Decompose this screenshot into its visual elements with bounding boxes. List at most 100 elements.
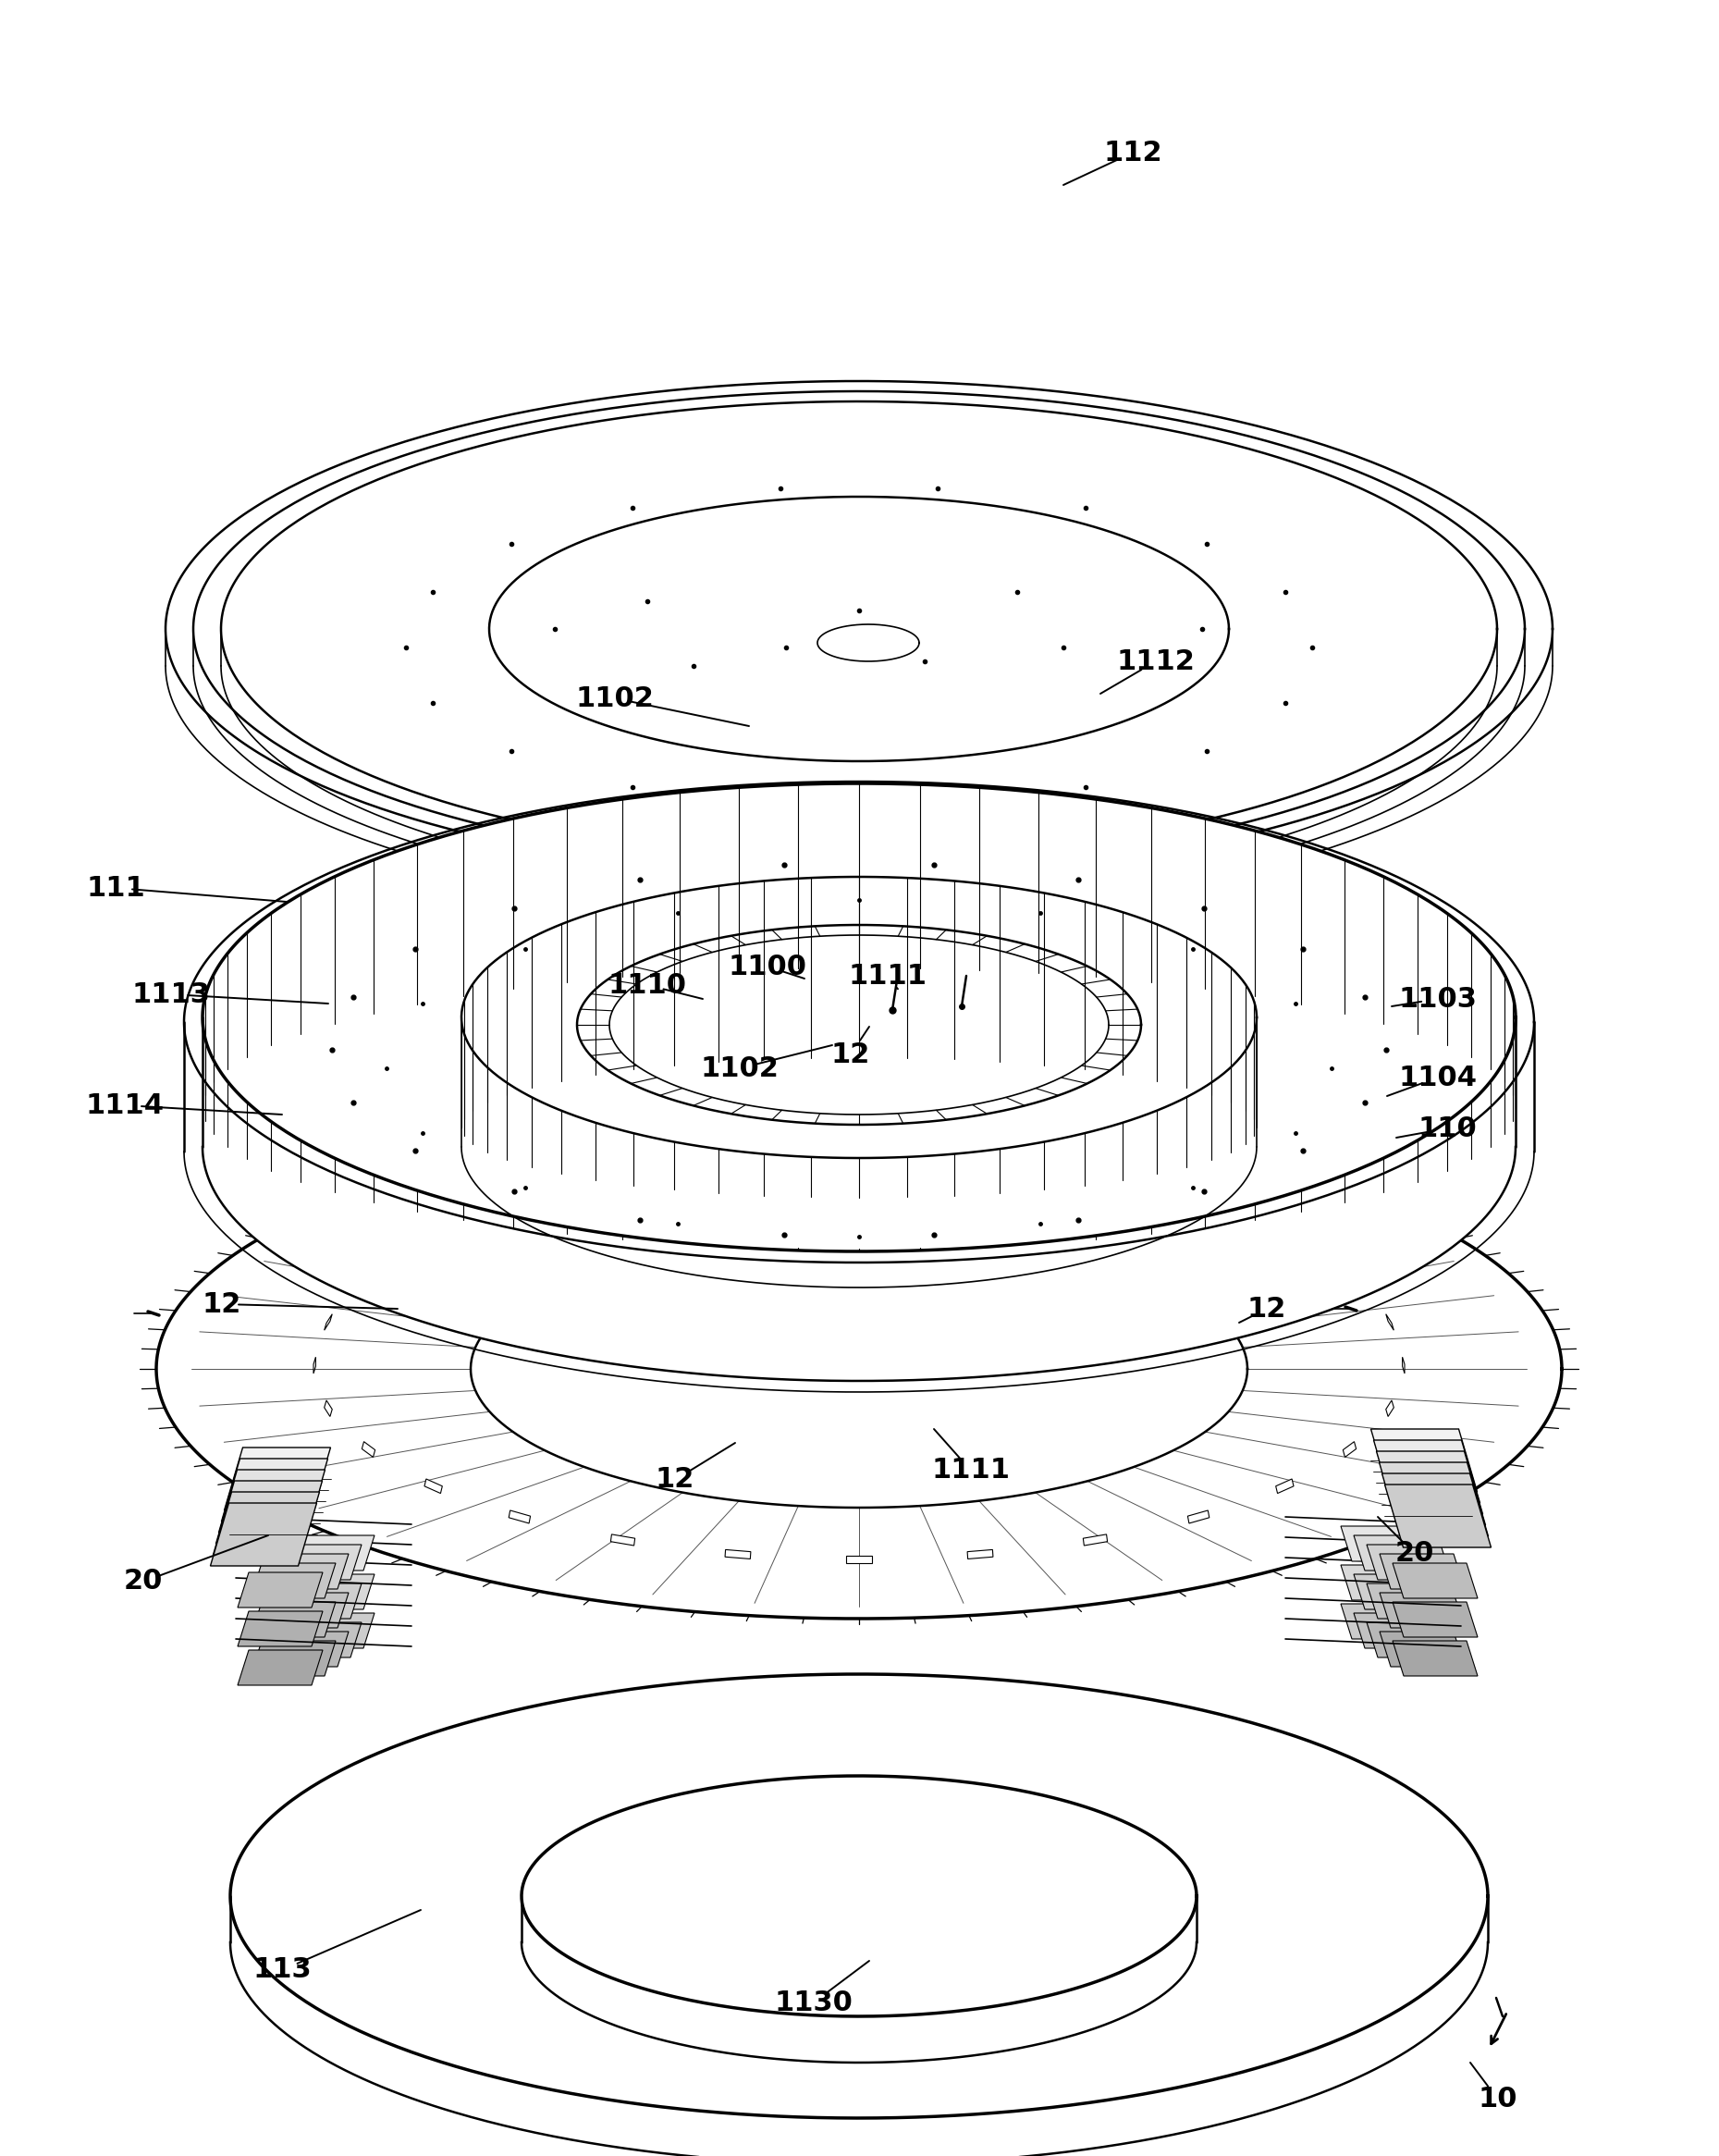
Polygon shape xyxy=(1355,1574,1439,1608)
Polygon shape xyxy=(509,1511,531,1524)
Polygon shape xyxy=(509,1207,531,1220)
Polygon shape xyxy=(325,1313,332,1330)
Polygon shape xyxy=(968,1171,994,1181)
Polygon shape xyxy=(1403,1356,1404,1373)
Polygon shape xyxy=(461,877,1257,1158)
Text: 1113: 1113 xyxy=(132,981,210,1007)
Polygon shape xyxy=(313,1356,316,1373)
Polygon shape xyxy=(222,1460,328,1522)
Polygon shape xyxy=(277,1583,361,1619)
Text: 12: 12 xyxy=(203,1291,241,1317)
Polygon shape xyxy=(277,1544,361,1580)
Polygon shape xyxy=(1392,1602,1478,1636)
Polygon shape xyxy=(1382,1473,1489,1537)
Polygon shape xyxy=(1370,1429,1477,1492)
Text: 20: 20 xyxy=(124,1567,163,1595)
Polygon shape xyxy=(203,783,1516,1250)
Polygon shape xyxy=(363,1442,375,1457)
Polygon shape xyxy=(846,1554,872,1563)
Text: 12: 12 xyxy=(655,1466,694,1494)
Polygon shape xyxy=(217,1481,321,1544)
Polygon shape xyxy=(1083,1535,1107,1546)
Text: 110: 110 xyxy=(1418,1115,1477,1143)
Polygon shape xyxy=(578,925,1141,1125)
Polygon shape xyxy=(1373,1440,1480,1503)
Polygon shape xyxy=(325,1399,332,1416)
Polygon shape xyxy=(1343,1442,1356,1457)
Polygon shape xyxy=(230,1673,1489,2117)
Polygon shape xyxy=(1355,1535,1439,1570)
Text: 1102: 1102 xyxy=(576,686,655,711)
Polygon shape xyxy=(725,1550,751,1559)
Polygon shape xyxy=(846,1169,872,1175)
Polygon shape xyxy=(1188,1511,1208,1524)
Polygon shape xyxy=(521,1777,1196,2016)
Polygon shape xyxy=(251,1641,335,1675)
Polygon shape xyxy=(425,1238,442,1253)
Polygon shape xyxy=(1380,1632,1465,1667)
Text: 1102: 1102 xyxy=(701,1054,779,1082)
Text: 111: 111 xyxy=(86,875,144,901)
Polygon shape xyxy=(1386,1485,1490,1548)
Polygon shape xyxy=(223,1447,330,1511)
Polygon shape xyxy=(1341,1526,1425,1561)
Polygon shape xyxy=(610,1186,634,1197)
Polygon shape xyxy=(251,1563,335,1598)
Polygon shape xyxy=(1355,1613,1439,1647)
Polygon shape xyxy=(1367,1544,1453,1580)
Polygon shape xyxy=(237,1611,323,1647)
Polygon shape xyxy=(1294,1244,1349,1300)
Polygon shape xyxy=(213,1492,320,1554)
Text: 1103: 1103 xyxy=(1399,985,1477,1013)
Text: 20: 20 xyxy=(1396,1542,1434,1567)
Polygon shape xyxy=(237,1649,323,1686)
Polygon shape xyxy=(1083,1186,1107,1197)
Polygon shape xyxy=(1275,1238,1294,1253)
Text: 113: 113 xyxy=(253,1958,311,1984)
Text: 12: 12 xyxy=(830,1041,870,1067)
Polygon shape xyxy=(251,1602,335,1636)
Polygon shape xyxy=(1380,1593,1465,1628)
Polygon shape xyxy=(425,1479,442,1494)
Text: 112: 112 xyxy=(1104,140,1162,166)
Text: 12: 12 xyxy=(1248,1296,1286,1322)
Polygon shape xyxy=(968,1550,994,1559)
Polygon shape xyxy=(289,1535,375,1570)
Polygon shape xyxy=(1367,1621,1453,1658)
Polygon shape xyxy=(203,912,1516,1380)
Text: 1111: 1111 xyxy=(849,962,927,990)
Polygon shape xyxy=(610,1535,634,1546)
Polygon shape xyxy=(1377,1451,1483,1514)
Text: 1111: 1111 xyxy=(932,1457,1011,1483)
Polygon shape xyxy=(277,1621,361,1658)
Polygon shape xyxy=(1386,1313,1394,1330)
Polygon shape xyxy=(1386,1399,1394,1416)
Text: 1110: 1110 xyxy=(609,972,686,998)
Polygon shape xyxy=(263,1593,349,1628)
Polygon shape xyxy=(156,1119,1563,1619)
Polygon shape xyxy=(165,382,1552,877)
Polygon shape xyxy=(1341,1565,1425,1600)
Polygon shape xyxy=(1379,1462,1485,1524)
Polygon shape xyxy=(1341,1604,1425,1639)
Text: 1112: 1112 xyxy=(1117,649,1195,675)
Polygon shape xyxy=(263,1632,349,1667)
Text: 1100: 1100 xyxy=(729,953,806,981)
Text: 1130: 1130 xyxy=(775,1990,853,2016)
Polygon shape xyxy=(230,1720,1489,2156)
Polygon shape xyxy=(725,1171,751,1181)
Polygon shape xyxy=(363,1274,375,1289)
Polygon shape xyxy=(210,1503,316,1565)
Polygon shape xyxy=(471,1231,1248,1507)
Polygon shape xyxy=(1343,1274,1356,1289)
Polygon shape xyxy=(1188,1207,1208,1220)
Polygon shape xyxy=(1392,1563,1478,1598)
Polygon shape xyxy=(289,1613,375,1647)
Polygon shape xyxy=(1392,1641,1478,1675)
Text: 1104: 1104 xyxy=(1399,1065,1477,1091)
Text: 1114: 1114 xyxy=(86,1091,163,1119)
Polygon shape xyxy=(218,1470,325,1533)
Polygon shape xyxy=(1380,1554,1465,1589)
Text: 10: 10 xyxy=(1478,2087,1518,2113)
Polygon shape xyxy=(289,1574,375,1608)
